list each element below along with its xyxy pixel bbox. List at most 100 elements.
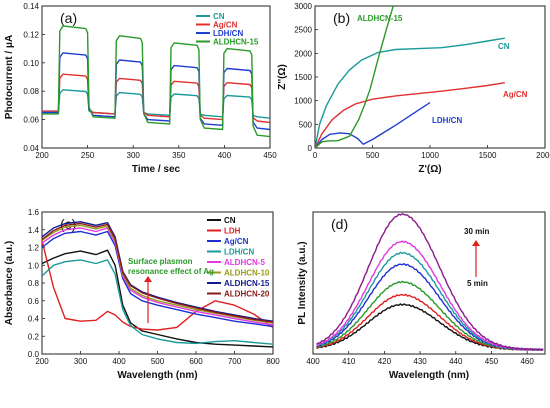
legend-label: LDH/CN [213, 29, 243, 38]
x-tick-label: 500 [151, 357, 165, 366]
y-tick-label: 500 [299, 120, 313, 129]
chart-panel-a: 200 250 300 350 400 450 0.04 0.06 0.08 0.10 0.12 0.… [4, 2, 277, 175]
panel-label: (a) [60, 10, 77, 26]
x-tick-label: 300 [74, 357, 88, 366]
legend-label: LDH [224, 227, 241, 236]
legend-label: Ag/CN [213, 21, 238, 30]
pl-spectrum-line [316, 303, 544, 351]
legend-label: ALDHCN-10 [224, 269, 270, 278]
legend-label: ALDHCN-15 [213, 38, 259, 47]
x-tick-label: 500 [366, 151, 380, 160]
y-tick-label: 3000 [294, 2, 312, 11]
y-axis-title: Photocurrent / μA [4, 35, 15, 119]
x-tick-label: 460 [520, 357, 534, 366]
y-tick-label: 0.0 [28, 350, 40, 359]
absorbance-line [42, 222, 273, 323]
time-arrow-head [472, 240, 480, 246]
x-tick-label: 250 [81, 151, 95, 160]
y-tick-label: 2500 [294, 26, 312, 35]
absorbance-line [42, 259, 273, 345]
x-tick-label: 350 [172, 151, 186, 160]
y-tick-label: 1.0 [28, 261, 40, 270]
nyquist-line [315, 102, 431, 148]
absorbance-line [42, 249, 273, 348]
x-tick-label: 420 [378, 357, 392, 366]
chart-panel-b: 0 500 1000 1500 2000 0 500 1000 1500 2000 2500 3000… [277, 2, 550, 175]
absorbance-line [42, 230, 273, 328]
y-tick-label: 0.2 [28, 332, 40, 341]
x-tick-label: 600 [189, 357, 203, 366]
legend-label: ALDHCN-20 [224, 290, 270, 299]
absorbance-line [42, 240, 273, 331]
y-tick-label: 2000 [294, 49, 312, 58]
annotation-5-min: 5 min [467, 279, 488, 288]
photocurrent-line [42, 89, 270, 119]
x-tick-label: 1500 [479, 151, 497, 160]
x-axis-title: Z'(Ω) [418, 164, 441, 175]
y-axis-title: Absorbance (a.u.) [4, 241, 15, 325]
photocurrent-line [42, 52, 270, 131]
y-tick-label: 0.08 [23, 87, 39, 96]
y-tick-label: 1500 [294, 73, 312, 82]
nyquist-line [315, 82, 505, 148]
legend-label: ALDHCN-5 [224, 258, 265, 267]
legend-label: CN [224, 216, 236, 225]
panel-label: (b) [333, 10, 350, 26]
y-tick-label: 0.12 [23, 30, 39, 39]
y-tick-label: 0.10 [23, 59, 39, 68]
y-tick-label: 0 [308, 144, 313, 153]
curve-label: LDH/CN [432, 116, 462, 125]
panel-label: (d) [331, 216, 348, 232]
y-axis-title: PL Intensity (a.u.) [297, 241, 308, 324]
legend-label: ALDHCN-15 [224, 279, 270, 288]
x-tick-label: 300 [127, 151, 141, 160]
legend-label: LDH/CN [224, 248, 254, 257]
photocurrent-line [42, 25, 270, 138]
absorbance-line [42, 227, 273, 326]
chart-panel-c: 200 300 400 500 600 700 800 0.0 0.2 0.4 0.6 0.8 1.0 1… [4, 208, 280, 381]
y-tick-label: 0.06 [23, 116, 39, 125]
y-tick-label: 0.14 [23, 2, 39, 11]
annotation-arrow-head [144, 276, 152, 282]
x-tick-label: 200 [35, 357, 49, 366]
photocurrent-line [42, 73, 270, 124]
curve-label: Ag/CN [503, 90, 528, 99]
x-tick-label: 0 [313, 151, 318, 160]
chart-panel-d: 400 410 420 430 440 450 460 Wavelength (nm) PL I… [297, 211, 546, 381]
x-axis-title: Time / sec [132, 164, 181, 175]
x-tick-label: 450 [485, 357, 499, 366]
annotation-30-min: 30 min [464, 227, 489, 236]
x-tick-label: 200 [35, 151, 49, 160]
y-tick-label: 1.2 [28, 244, 40, 253]
y-tick-label: 0.8 [28, 279, 40, 288]
curve-label: CN [498, 42, 510, 51]
annotation-text-line1: Surface plasmon [128, 257, 193, 266]
absorbance-line [42, 224, 273, 324]
x-tick-label: 410 [342, 357, 356, 366]
x-tick-label: 800 [266, 357, 280, 366]
nyquist-line [315, 37, 505, 148]
legend-label: CN [213, 12, 225, 21]
plot-frame [312, 211, 546, 355]
y-axis-title: Z''(Ω) [277, 64, 288, 90]
x-tick-label: 450 [263, 151, 277, 160]
y-tick-label: 0.6 [28, 297, 40, 306]
pl-spectrum-line [316, 213, 544, 351]
x-tick-label: 400 [218, 151, 232, 160]
x-tick-label: 400 [112, 357, 126, 366]
x-tick-label: 440 [449, 357, 463, 366]
y-tick-label: 0.4 [28, 315, 40, 324]
x-axis-title: Wavelength (nm) [389, 370, 469, 381]
nyquist-line [315, 6, 394, 148]
y-tick-label: 1000 [294, 97, 312, 106]
pl-spectrum-line [316, 293, 544, 351]
y-tick-label: 1.4 [28, 226, 40, 235]
y-tick-label: 1.6 [28, 208, 40, 217]
x-tick-label: 700 [228, 357, 242, 366]
y-tick-label: 0.04 [23, 144, 39, 153]
pl-spectrum-line [316, 240, 544, 351]
annotation-text-line2: resonance effect of Ag [128, 267, 214, 276]
plot-frame [41, 5, 271, 149]
x-axis-title: Wavelength (nm) [117, 370, 197, 381]
